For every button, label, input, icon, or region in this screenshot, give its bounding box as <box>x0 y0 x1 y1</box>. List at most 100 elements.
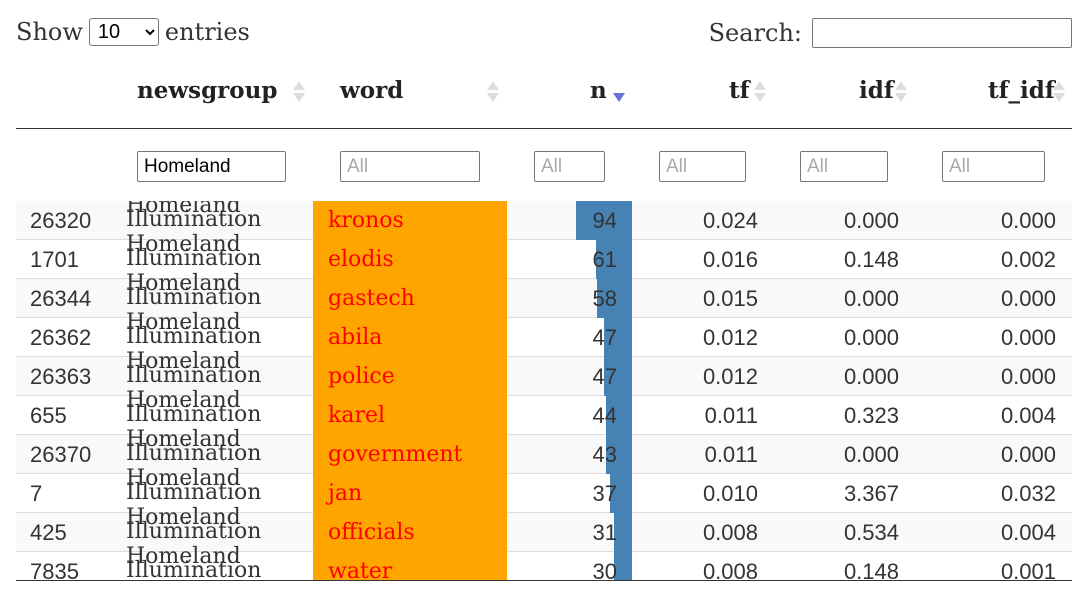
n-value: 43 <box>592 442 617 467</box>
entries-select[interactable]: 10 <box>88 18 159 46</box>
word-cell: jan <box>313 474 507 513</box>
n-value-bar <box>614 552 632 581</box>
newsgroup-value-overlap: Illumination <box>126 324 262 349</box>
tf-idf-value: 0.000 <box>1000 364 1056 389</box>
newsgroup-value-overlap: Illumination <box>126 363 262 388</box>
tf-idf-value: 0.000 <box>1000 208 1056 233</box>
newsgroup-value: Homeland <box>126 201 241 218</box>
tf-value: 0.012 <box>702 364 758 389</box>
row-id: 26370 <box>30 442 92 467</box>
header-tf-idf[interactable]: tf_idf <box>988 77 1055 104</box>
n-value: 30 <box>592 559 617 581</box>
word-cell: government <box>313 435 507 474</box>
word-cell: abila <box>313 318 507 357</box>
tf-idf-value: 0.000 <box>1000 325 1056 350</box>
row-id: 655 <box>30 403 67 428</box>
idf-value: 3.367 <box>843 481 899 506</box>
word-cell: gastech <box>313 279 507 318</box>
n-value-bar <box>597 279 632 318</box>
filter-word-input[interactable] <box>340 151 480 182</box>
filter-tf-idf-input[interactable] <box>942 151 1045 182</box>
idf-value: 0.534 <box>843 520 899 545</box>
n-value-bar <box>610 474 632 513</box>
tf-idf-value: 0.004 <box>1000 403 1056 428</box>
table-row[interactable]: 7 Homeland Illumination jan 37 0.010 3.367 0.03… <box>16 468 1072 513</box>
n-value-bar <box>614 513 632 552</box>
table-row[interactable]: 26344 Homeland Illumination gastech 58 0.015 0… <box>16 273 1072 318</box>
tf-value: 0.016 <box>702 247 758 272</box>
header-newsgroup[interactable]: newsgroup <box>137 77 278 104</box>
idf-value: 0.000 <box>843 364 899 389</box>
row-id: 26362 <box>30 325 92 350</box>
table-row[interactable]: 26320 Homeland Illumination kronos 94 0.024 0.… <box>16 201 1072 240</box>
row-id: 26320 <box>30 208 92 233</box>
n-value-bar <box>604 357 632 396</box>
n-value-bar <box>596 240 632 279</box>
tf-idf-value: 0.002 <box>1000 247 1056 272</box>
search-input[interactable] <box>812 18 1072 48</box>
row-id: 7 <box>30 481 43 506</box>
entries-control: Show 10 entries <box>16 18 250 46</box>
word-cell: kronos <box>313 201 507 240</box>
table-row[interactable]: 7835 Homeland Illumination water 30 0.008 0.14… <box>16 546 1072 581</box>
idf-value: 0.000 <box>843 325 899 350</box>
table-row[interactable]: 26370 Homeland Illumination government 43 0.0… <box>16 429 1072 474</box>
table-bottom-border <box>16 580 1072 581</box>
table-row[interactable]: 655 Homeland Illumination karel 44 0.011 0.323… <box>16 390 1072 435</box>
filter-tf-input[interactable] <box>659 151 746 182</box>
n-value: 94 <box>592 208 617 233</box>
row-id: 1701 <box>30 247 79 272</box>
table-body: 26320 Homeland Illumination kronos 94 0.024 0.… <box>16 201 1072 581</box>
sort-icon-word[interactable] <box>486 80 500 104</box>
newsgroup-value: Homeland <box>126 271 241 296</box>
header-n[interactable]: n <box>590 77 607 104</box>
n-value: 47 <box>592 325 617 350</box>
n-value: 58 <box>592 286 617 311</box>
n-value-bar <box>606 435 632 474</box>
newsgroup-value-overlap: Illumination <box>126 207 262 232</box>
newsgroup-value: Homeland <box>126 466 241 491</box>
n-value: 31 <box>592 520 617 545</box>
header-word[interactable]: word <box>340 77 404 104</box>
tf-idf-value: 0.000 <box>1000 286 1056 311</box>
sort-icon-tf-idf[interactable] <box>1052 80 1066 104</box>
sort-icon-newsgroup[interactable] <box>292 80 306 104</box>
header-tf[interactable]: tf <box>729 77 750 104</box>
n-value-bar <box>606 396 632 435</box>
header-divider <box>16 128 1072 129</box>
n-value-bar <box>576 201 632 240</box>
newsgroup-value-overlap: Illumination <box>126 480 262 505</box>
tf-idf-value: 0.000 <box>1000 442 1056 467</box>
newsgroup-value: Homeland <box>126 310 241 335</box>
table-row[interactable]: 26362 Homeland Illumination abila 47 0.012 0.0… <box>16 312 1072 357</box>
tf-value: 0.024 <box>702 208 758 233</box>
tf-value: 0.008 <box>702 559 758 581</box>
table-row[interactable]: 425 Homeland Illumination officials 31 0.008 0… <box>16 507 1072 552</box>
word-cell: officials <box>313 513 507 552</box>
n-value-bar <box>604 318 632 357</box>
word-cell: water <box>313 552 507 581</box>
table-row[interactable]: 26363 Homeland Illumination police 47 0.012 0.… <box>16 351 1072 396</box>
word-cell: police <box>313 357 507 396</box>
header-idf[interactable]: idf <box>859 77 894 104</box>
filter-idf-input[interactable] <box>800 151 888 182</box>
word-cell: elodis <box>313 240 507 279</box>
sort-desc-icon-n[interactable] <box>612 80 626 104</box>
entries-label: entries <box>164 18 250 46</box>
filter-newsgroup-input[interactable] <box>137 151 286 182</box>
table-row[interactable]: 1701 Homeland Illumination elodis 61 0.016 0.1… <box>16 234 1072 279</box>
filter-n-input[interactable] <box>534 151 605 182</box>
show-label: Show <box>16 18 83 46</box>
word-cell: karel <box>313 396 507 435</box>
tf-value: 0.010 <box>702 481 758 506</box>
tf-idf-value: 0.001 <box>1000 559 1056 581</box>
newsgroup-value-overlap: Illumination <box>126 402 262 427</box>
row-id: 26363 <box>30 364 92 389</box>
tf-value: 0.008 <box>702 520 758 545</box>
row-id: 7835 <box>30 559 79 581</box>
idf-value: 0.000 <box>843 208 899 233</box>
sort-icon-tf[interactable] <box>753 80 767 104</box>
search-control: Search: <box>709 18 1072 48</box>
sort-icon-idf[interactable] <box>894 80 908 104</box>
newsgroup-value: Homeland <box>126 544 241 569</box>
